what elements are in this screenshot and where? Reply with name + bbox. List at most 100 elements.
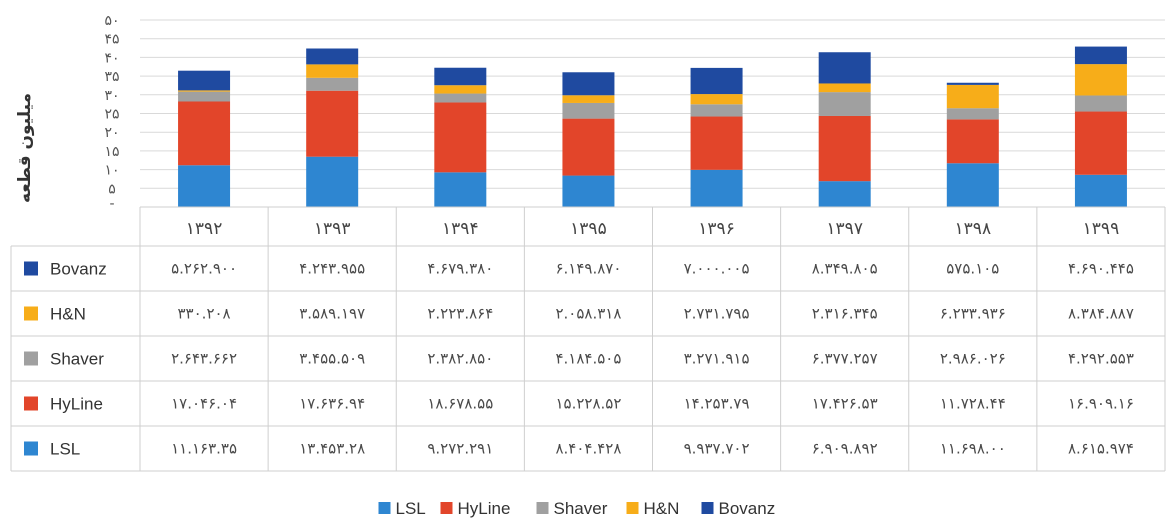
y-tick-label: ۱۰ <box>104 163 119 179</box>
bar-h-n-0 <box>178 90 231 92</box>
bar-h-n-1 <box>306 64 359 78</box>
data-label: ۱۷.۴۲۶.۵۳ <box>812 395 878 413</box>
bar-bovanz-1 <box>306 48 359 65</box>
data-label: ۳.۴۵۵.۵۰۹ <box>299 350 365 368</box>
data-label: ۴.۱۸۴.۵۰۵ <box>555 350 621 368</box>
row-series-name: HyLine <box>50 395 103 414</box>
bar-hyline-0 <box>178 101 231 166</box>
bar-lsl-3 <box>562 175 615 207</box>
data-label: ۴.۶۹۰.۴۴۵ <box>1068 260 1134 278</box>
row-series-name: LSL <box>50 440 80 459</box>
data-label: ۹.۹۳۷.۷۰۲ <box>684 440 750 458</box>
y-tick-label: ۵ <box>108 181 116 197</box>
bar-h-n-5 <box>818 83 871 93</box>
bar-hyline-5 <box>818 115 871 182</box>
data-label: ۴.۶۷۹.۳۸۰ <box>427 260 493 278</box>
legend-swatch <box>440 502 453 514</box>
data-label: ۱۵.۲۲۸.۵۲ <box>555 395 621 413</box>
data-label: ۲.۹۸۶.۰۲۶ <box>940 350 1006 368</box>
y-tick-label: ۲۰ <box>104 125 119 141</box>
y-tick-label: ۲۵ <box>104 107 119 123</box>
bar-shaver-4 <box>690 104 743 117</box>
data-label: ۳۳۰.۲۰۸ <box>178 305 231 323</box>
data-label: ۴.۲۹۲.۵۵۳ <box>1068 350 1134 368</box>
data-table: ۱۳۹۲ ۱۳۹۳ ۱۳۹۴ ۱۳۹۵ ۱۳۹۶ ۱۳۹۷ ۱۳۹۸ ۱۳۹۹ Bovanz ۵.… <box>10 206 1166 472</box>
data-label: ۳.۲۷۱.۹۱۵ <box>684 350 750 368</box>
bar-h-n-7 <box>1074 64 1127 96</box>
data-label: ۶.۹۰۹.۸۹۲ <box>812 440 878 458</box>
legend-swatch <box>701 502 714 514</box>
row-key-3 <box>24 396 38 411</box>
data-label: ۸.۴۰۴.۴۲۸ <box>555 440 621 458</box>
data-label: ۱۱.۱۶۳.۳۵ <box>171 440 237 458</box>
bar-shaver-6 <box>946 108 999 120</box>
bar-lsl-2 <box>434 172 487 207</box>
data-label: ۱۱.۷۲۸.۴۴ <box>940 395 1006 413</box>
bar-h-n-6 <box>946 84 999 109</box>
data-label: ۶.۱۴۹.۸۷۰ <box>555 260 621 278</box>
legend: LSL HyLine Shaver H&N Bovanz <box>378 499 776 518</box>
row-series-name: Bovanz <box>50 260 107 279</box>
row-key-1 <box>24 306 38 321</box>
legend-item: Bovanz <box>719 499 776 518</box>
bar-lsl-5 <box>818 181 871 207</box>
data-label: ۳.۵۸۹.۱۹۷ <box>299 305 365 323</box>
data-label: ۲.۲۲۳.۸۶۴ <box>427 305 493 323</box>
data-label: ۹.۲۷۲.۲۹۱ <box>427 440 493 458</box>
row-key-2 <box>24 351 38 366</box>
bar-lsl-6 <box>946 163 999 207</box>
data-label: ۱۷.۰۴۶.۰۴ <box>171 395 237 413</box>
bars <box>178 46 1127 207</box>
y-tick-zero: - <box>109 196 114 212</box>
legend-item: LSL <box>396 499 426 518</box>
bar-lsl-1 <box>306 156 359 207</box>
y-tick-label: ۱۵ <box>104 144 119 160</box>
bar-hyline-2 <box>434 102 487 173</box>
bar-bovanz-4 <box>690 67 743 95</box>
data-label: ۶.۲۳۳.۹۳۶ <box>940 305 1006 323</box>
category-label: ۱۳۹۸ <box>955 219 992 239</box>
bar-lsl-7 <box>1074 174 1127 207</box>
bar-bovanz-0 <box>178 70 231 91</box>
bar-shaver-2 <box>434 93 487 103</box>
y-tick-label: ۳۵ <box>104 69 119 85</box>
bar-h-n-3 <box>562 95 615 103</box>
bar-shaver-3 <box>562 102 615 119</box>
data-label: ۱۳.۴۵۳.۲۸ <box>299 440 365 458</box>
category-label: ۱۳۹۹ <box>1083 219 1120 239</box>
bar-bovanz-3 <box>562 72 615 96</box>
y-axis-ticks: ۵ ۱۰ ۱۵ ۲۰ ۲۵ ۳۰ ۳۵ ۴۰ ۴۵ ۵۰ - <box>104 13 119 212</box>
bar-bovanz-7 <box>1074 46 1127 65</box>
data-label: ۲.۷۳۱.۷۹۵ <box>684 305 750 323</box>
bar-hyline-6 <box>946 119 999 164</box>
category-label: ۱۳۹۶ <box>698 219 735 239</box>
data-label: ۸.۶۱۵.۹۷۴ <box>1068 440 1134 458</box>
bar-shaver-1 <box>306 77 359 91</box>
data-label: ۵۷۵.۱۰۵ <box>946 260 999 278</box>
bar-hyline-4 <box>690 116 743 170</box>
bar-lsl-4 <box>690 169 743 207</box>
data-label: ۸.۳۴۹.۸۰۵ <box>812 260 878 278</box>
data-label: ۲.۶۴۳.۶۶۲ <box>171 350 237 368</box>
legend-swatch <box>378 502 391 514</box>
data-label: ۵.۲۶۲.۹۰۰ <box>171 260 237 278</box>
bar-bovanz-6 <box>946 82 999 85</box>
row-key-0 <box>24 261 38 276</box>
row-series-name: H&N <box>50 305 86 324</box>
data-label: ۶.۳۷۷.۲۵۷ <box>812 350 878 368</box>
bar-h-n-4 <box>690 94 743 105</box>
row-series-name: Shaver <box>50 350 104 369</box>
bar-shaver-5 <box>818 92 871 116</box>
category-label: ۱۳۹۳ <box>314 219 351 239</box>
bar-lsl-0 <box>178 165 231 207</box>
bar-shaver-0 <box>178 91 231 102</box>
legend-swatch <box>626 502 639 514</box>
category-label: ۱۳۹۷ <box>826 219 863 239</box>
bar-bovanz-5 <box>818 52 871 84</box>
bar-hyline-1 <box>306 90 359 157</box>
category-label: ۱۳۹۴ <box>442 219 479 239</box>
legend-swatch <box>536 502 549 514</box>
data-label: ۸.۳۸۴.۸۸۷ <box>1068 305 1134 323</box>
data-label: ۱۴.۲۵۳.۷۹ <box>684 395 750 413</box>
y-tick-label: ۵۰ <box>104 13 119 29</box>
